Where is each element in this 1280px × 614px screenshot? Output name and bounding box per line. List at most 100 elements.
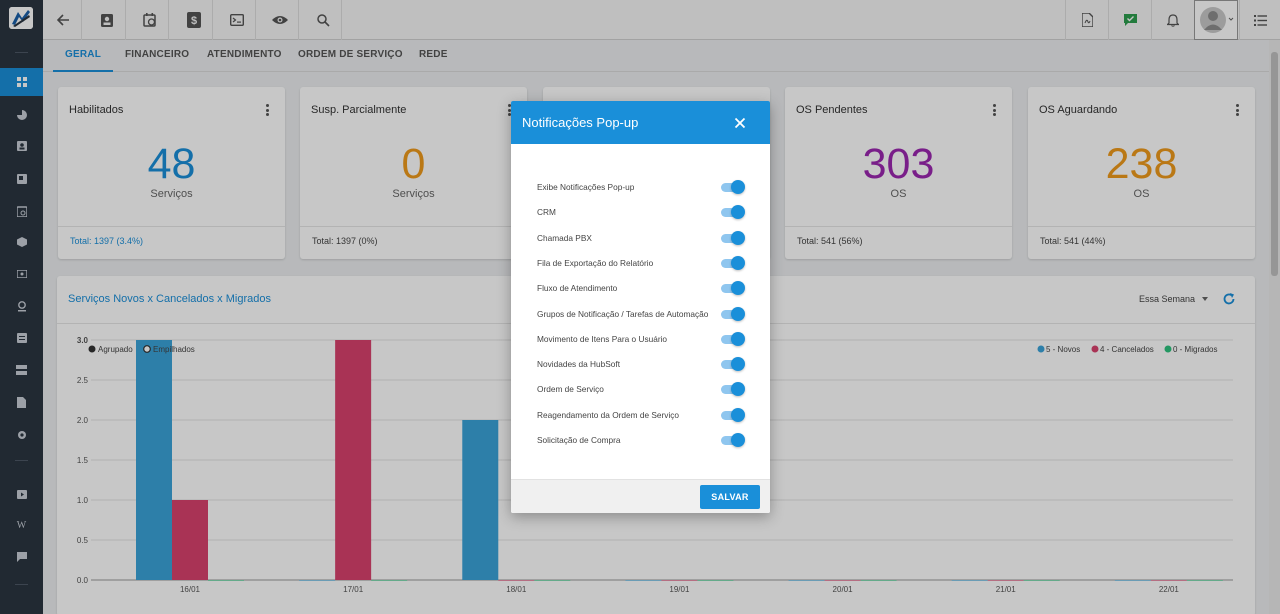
tab-atendimento[interactable]: ATENDIMENTO xyxy=(207,49,282,60)
user-menu-button[interactable] xyxy=(1194,0,1238,40)
bar-4-cancelados[interactable] xyxy=(661,580,698,581)
notification-toggle[interactable] xyxy=(721,255,745,270)
card-footer[interactable]: Total: 1397 (3.4%) xyxy=(58,226,285,246)
bar-4-cancelados[interactable] xyxy=(172,500,208,580)
bar-5-novos[interactable] xyxy=(136,340,172,580)
back-button[interactable] xyxy=(45,0,82,40)
search-icon xyxy=(316,13,330,27)
sidebar-item-clients[interactable] xyxy=(0,132,43,160)
toggle-knob xyxy=(731,255,745,270)
notification-toggle[interactable] xyxy=(721,306,745,321)
sidebar-item-monitor[interactable] xyxy=(0,165,43,193)
legend-label[interactable]: 5 - Novos xyxy=(1046,345,1080,354)
card-title: OS Pendentes xyxy=(796,104,868,116)
refresh-button[interactable] xyxy=(1222,292,1236,311)
sidebar-item-videos[interactable] xyxy=(0,480,43,508)
bar-0-migrados[interactable] xyxy=(697,580,734,581)
card-title: OS Aguardando xyxy=(1039,104,1118,116)
notification-toggle[interactable] xyxy=(721,357,745,372)
notification-toggle[interactable] xyxy=(721,331,745,346)
tab-ordem-de-servico[interactable]: ORDEM DE SERVIÇO xyxy=(298,49,403,60)
y-tick-label: 1.0 xyxy=(77,496,89,505)
close-icon xyxy=(734,117,746,129)
bar-4-cancelados[interactable] xyxy=(1150,580,1187,581)
more-vert-icon[interactable] xyxy=(505,102,513,118)
notification-toggle[interactable] xyxy=(721,205,745,220)
more-vert-icon[interactable] xyxy=(263,102,271,118)
sidebar-item-network[interactable] xyxy=(0,292,43,320)
bar-5-novos[interactable] xyxy=(462,420,499,580)
pdf-button[interactable] xyxy=(1065,0,1108,40)
bar-5-novos[interactable] xyxy=(625,580,662,581)
hubsoft-logo-icon[interactable] xyxy=(9,7,33,29)
sidebar-divider xyxy=(15,584,28,585)
card-title: Susp. Parcialmente xyxy=(311,104,407,116)
legend-label[interactable]: 4 - Cancelados xyxy=(1100,345,1154,354)
bar-0-migrados[interactable] xyxy=(860,580,897,581)
save-button[interactable]: SALVAR xyxy=(700,485,760,509)
sidebar-item-servers[interactable] xyxy=(0,356,43,384)
sidebar-item-documents[interactable] xyxy=(0,324,43,352)
tab-rede[interactable]: REDE xyxy=(419,49,448,60)
scrollbar-thumb[interactable] xyxy=(1271,52,1278,276)
bar-4-cancelados[interactable] xyxy=(498,580,535,581)
notification-toggle[interactable] xyxy=(721,382,745,397)
sidebar-item-settings[interactable] xyxy=(0,421,43,449)
legend-label[interactable]: 0 - Migrados xyxy=(1173,345,1217,354)
sidebar-item-stock[interactable] xyxy=(0,228,43,256)
notification-option-label: Fila de Exportação do Relatório xyxy=(537,257,654,268)
notification-toggle[interactable] xyxy=(721,433,745,447)
notification-toggle[interactable] xyxy=(721,407,745,422)
bar-4-cancelados[interactable] xyxy=(824,580,861,581)
notification-toggle[interactable] xyxy=(721,281,745,296)
menu-list-button[interactable] xyxy=(1239,0,1280,40)
radio-agrupado[interactable] xyxy=(88,345,96,353)
avatar-icon xyxy=(1200,7,1234,33)
monitor-icon xyxy=(16,174,27,184)
bar-0-migrados[interactable] xyxy=(371,580,408,581)
file-icon xyxy=(17,396,26,408)
bar-5-novos[interactable] xyxy=(788,580,825,581)
tab-financeiro[interactable]: FINANCEIRO xyxy=(125,49,190,60)
notification-toggle[interactable] xyxy=(721,230,745,245)
bar-0-migrados[interactable] xyxy=(208,580,244,581)
more-vert-icon[interactable] xyxy=(990,102,998,118)
sidebar-item-finance[interactable] xyxy=(0,260,43,288)
finance-button[interactable]: $ xyxy=(176,0,213,40)
sidebar-item-reports[interactable] xyxy=(0,101,43,129)
bar-5-novos[interactable] xyxy=(299,580,336,581)
search-button[interactable] xyxy=(305,0,342,40)
notifications-button[interactable] xyxy=(1151,0,1194,40)
close-button[interactable] xyxy=(734,116,746,134)
sidebar-item-schedule[interactable] xyxy=(0,197,43,225)
page-scrollbar[interactable] xyxy=(1269,40,1280,614)
more-vert-icon[interactable] xyxy=(1233,102,1241,118)
chevron-down-icon[interactable] xyxy=(1202,297,1208,301)
refresh-icon xyxy=(1223,293,1235,305)
bar-0-migrados[interactable] xyxy=(1023,580,1060,581)
sidebar-item-chat[interactable] xyxy=(0,543,43,571)
toggle-knob xyxy=(731,230,745,245)
sidebar-item-files[interactable] xyxy=(0,388,43,416)
list-icon xyxy=(1253,14,1267,26)
radio-empilhados[interactable] xyxy=(143,345,151,353)
card-value: 48 xyxy=(147,140,196,188)
toggle-knob xyxy=(731,306,745,321)
terminal-button[interactable] xyxy=(219,0,256,40)
wiki-icon[interactable]: W xyxy=(16,519,27,531)
bar-0-migrados[interactable] xyxy=(1186,580,1223,581)
bar-4-cancelados[interactable] xyxy=(335,340,372,580)
contacts-button[interactable] xyxy=(89,0,126,40)
bar-0-migrados[interactable] xyxy=(534,580,571,581)
notification-toggle[interactable] xyxy=(721,180,745,194)
bar-5-novos[interactable] xyxy=(1114,580,1151,581)
sidebar-item-dashboard[interactable] xyxy=(0,68,43,96)
tab-geral[interactable]: GERAL xyxy=(53,40,113,72)
period-select[interactable]: Essa Semana xyxy=(1139,294,1196,304)
view-button[interactable] xyxy=(262,0,299,40)
messages-button[interactable] xyxy=(1108,0,1151,40)
schedule-button[interactable] xyxy=(132,0,169,40)
bar-4-cancelados[interactable] xyxy=(987,580,1024,581)
card-footer: Total: 1397 (0%) xyxy=(300,226,527,246)
bar-5-novos[interactable] xyxy=(951,580,988,581)
